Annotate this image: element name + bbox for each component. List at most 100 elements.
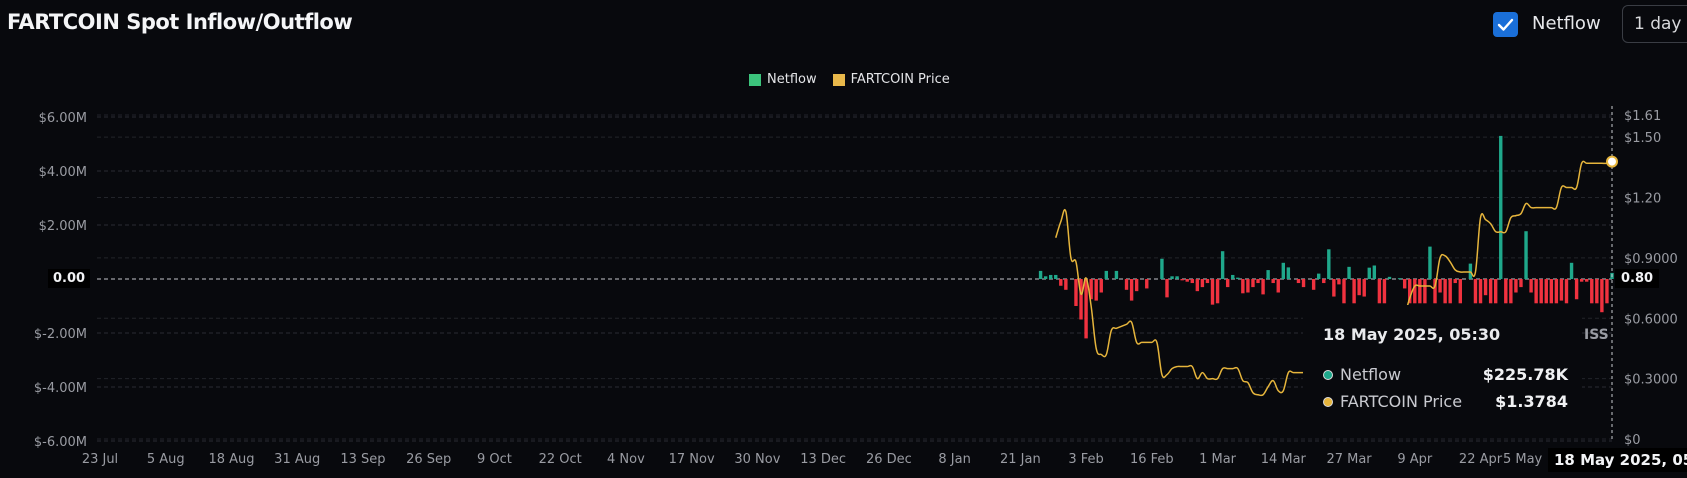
netflow-bar xyxy=(1241,279,1245,294)
netflow-bar xyxy=(1281,262,1286,279)
netflow-checkbox[interactable] xyxy=(1493,12,1518,37)
tooltip-value: $1.3784 xyxy=(1495,392,1568,411)
netflow-bar xyxy=(1428,246,1432,279)
crosshair-x-label: 18 May 2025, 05:30 xyxy=(1548,448,1687,472)
legend-item-netflow[interactable]: Netflow xyxy=(749,72,817,87)
netflow-bar xyxy=(1190,279,1194,284)
right-axis-tick-label: $0.3000 xyxy=(1624,373,1678,388)
legend-label-netflow: Netflow xyxy=(767,72,817,87)
right-axis-tick-label: $1.20 xyxy=(1624,192,1661,207)
netflow-bar xyxy=(1301,279,1306,288)
netflow-bar xyxy=(1205,279,1210,284)
netflow-bar xyxy=(1337,279,1341,285)
netflow-bars xyxy=(1038,135,1614,339)
x-axis-tick-label: 1 Mar xyxy=(1199,452,1237,467)
page-title: FARTCOIN Spot Inflow/Outflow xyxy=(7,10,353,34)
netflow-bar xyxy=(1347,266,1351,279)
netflow-bar xyxy=(1099,279,1103,293)
netflow-bar xyxy=(1418,279,1422,304)
netflow-bar xyxy=(1524,231,1528,279)
tooltip-row-netflow: Netflow $225.78K xyxy=(1323,365,1568,384)
x-axis-tick-label: 13 Dec xyxy=(800,452,846,467)
left-axis-tick-label: $6.00M xyxy=(39,111,87,126)
tooltip-date: 18 May 2025, 05:30 xyxy=(1323,325,1501,344)
tooltip-label: FARTCOIN Price xyxy=(1340,392,1463,411)
netflow-bar xyxy=(1372,265,1377,279)
x-axis-tick-label: 14 Mar xyxy=(1261,452,1307,467)
netflow-bar xyxy=(1327,249,1331,279)
interval-select[interactable]: 1 day xyxy=(1622,5,1687,43)
netflow-bar xyxy=(1236,277,1240,279)
x-axis-tick-label: 8 Jan xyxy=(938,452,970,467)
left-axis-tick-label: $2.00M xyxy=(39,219,87,234)
netflow-bar xyxy=(1094,279,1098,301)
netflow-bar xyxy=(1554,279,1559,304)
watermark-fragment: ISS xyxy=(1584,327,1609,343)
netflow-bar xyxy=(1185,279,1189,282)
netflow-bar xyxy=(1134,279,1139,292)
netflow-bar xyxy=(1195,279,1200,292)
netflow-bar xyxy=(1377,279,1382,304)
legend-item-price[interactable]: FARTCOIN Price xyxy=(832,72,950,87)
netflow-bar xyxy=(1544,279,1548,304)
netflow-bar xyxy=(1569,262,1574,279)
crosshair-left-value: 0.00 xyxy=(48,269,91,288)
netflow-bar xyxy=(1413,279,1417,304)
right-axis-tick-label: $1.61 xyxy=(1624,109,1661,124)
netflow-bar xyxy=(1600,279,1604,313)
tooltip-label: Netflow xyxy=(1340,365,1402,384)
netflow-bar xyxy=(1433,279,1437,304)
netflow-bar xyxy=(1145,279,1149,289)
netflow-bar xyxy=(1559,279,1564,301)
netflow-bar xyxy=(1165,279,1169,298)
netflow-bar xyxy=(1225,279,1230,288)
netflow-bar xyxy=(1529,279,1533,293)
interval-select-value: 1 day xyxy=(1634,14,1682,34)
x-axis-tick-label: 17 Nov xyxy=(669,452,715,467)
netflow-bar xyxy=(1397,278,1402,280)
netflow-bar xyxy=(1266,270,1270,279)
left-axis-tick-label: $-6.00M xyxy=(34,435,87,450)
netflow-bar xyxy=(1585,279,1589,282)
x-axis-tick-label: 27 Mar xyxy=(1326,452,1372,467)
netflow-bar xyxy=(1499,135,1503,279)
netflow-bar xyxy=(1493,279,1498,304)
x-axis-tick-label: 9 Apr xyxy=(1397,452,1433,467)
netflow-bar xyxy=(1478,279,1483,304)
netflow-bar xyxy=(1043,276,1048,279)
netflow-bar xyxy=(1246,279,1250,293)
netflow-bar xyxy=(1357,279,1361,296)
netflow-bar xyxy=(1251,279,1255,288)
netflow-bar xyxy=(1286,267,1291,279)
netflow-bar xyxy=(1423,279,1427,304)
netflow-bar xyxy=(1296,279,1301,284)
netflow-bar xyxy=(1059,279,1063,286)
netflow-bar xyxy=(1175,276,1179,279)
netflow-bar xyxy=(1048,274,1053,279)
netflow-bar xyxy=(1473,279,1478,304)
x-axis-tick-label: 21 Jan xyxy=(1000,452,1041,467)
x-axis-tick-label: 3 Feb xyxy=(1068,452,1103,467)
netflow-bar xyxy=(1519,279,1523,288)
chart-legend: Netflow FARTCOIN Price xyxy=(749,72,966,87)
netflow-checkbox-label[interactable]: Netflow xyxy=(1532,13,1601,34)
netflow-bar xyxy=(1453,279,1457,284)
x-axis-tick-label: 5 May xyxy=(1503,452,1543,467)
netflow-bar xyxy=(1322,279,1326,284)
left-axis-tick-label: $-4.00M xyxy=(34,381,87,396)
crosshair xyxy=(1606,106,1618,441)
netflow-bar xyxy=(1256,279,1260,284)
x-axis-tick-label: 13 Sep xyxy=(340,452,385,467)
netflow-bar xyxy=(1504,279,1508,304)
legend-swatch-price xyxy=(832,73,845,86)
netflow-bar xyxy=(1438,279,1442,293)
netflow-bar xyxy=(1074,279,1078,306)
tooltip-row-price: FARTCOIN Price $1.3784 xyxy=(1323,392,1568,411)
x-axis-tick-label: 4 Nov xyxy=(607,452,645,467)
right-axis-tick-label: $0.6000 xyxy=(1624,312,1678,327)
netflow-bar xyxy=(1180,279,1184,281)
netflow-bar xyxy=(1231,274,1235,279)
netflow-bar xyxy=(1038,270,1043,279)
netflow-bar xyxy=(1276,279,1280,293)
netflow-bar xyxy=(1317,273,1321,279)
